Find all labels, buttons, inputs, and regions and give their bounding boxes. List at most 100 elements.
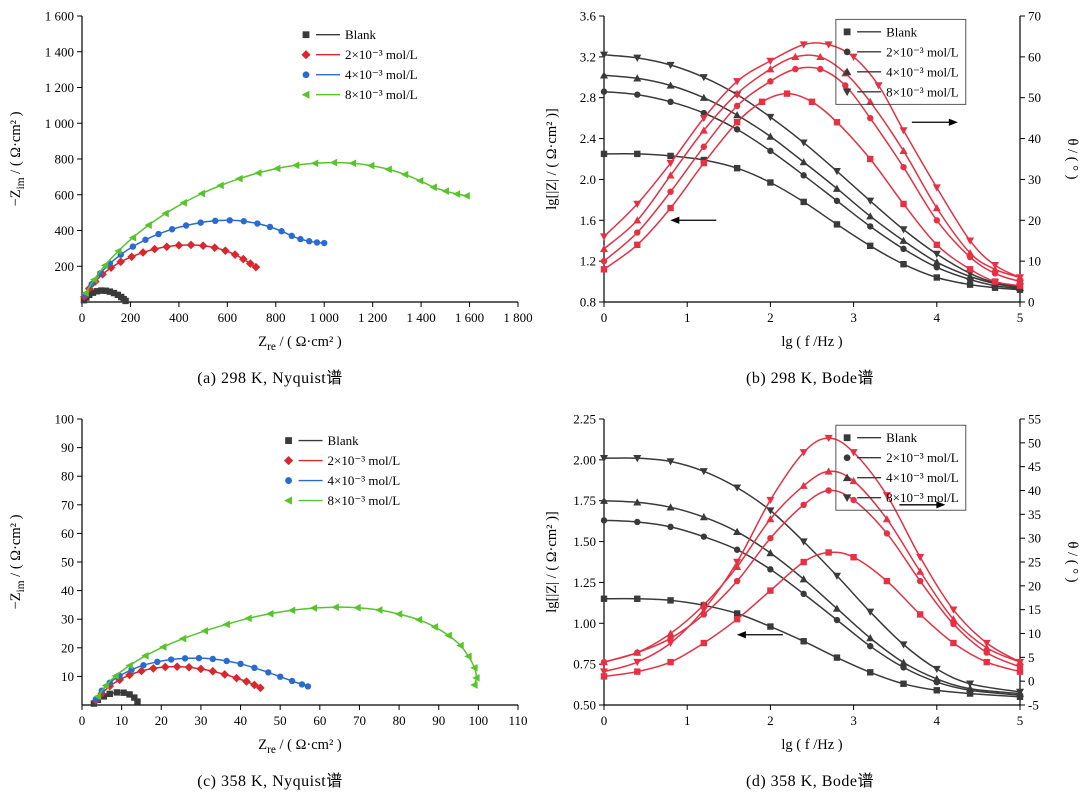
- bode-358k-plot: 0 1 2 3 4 5lg ( f /Hz )0.500.751.001.251.501.…: [544, 412, 1080, 754]
- circle-marker: [285, 477, 292, 484]
- svg-text:1: 1: [684, 713, 691, 728]
- square-marker: [114, 291, 122, 299]
- legend-label: 8×10⁻³ mol/L: [886, 490, 959, 505]
- square-marker: [122, 297, 129, 305]
- triangle-left-marker: [470, 663, 478, 672]
- triangle-down-marker: [666, 458, 675, 466]
- triangle-down-marker: [733, 78, 742, 86]
- circle-marker: [251, 664, 258, 672]
- square-marker: [634, 150, 641, 158]
- square-marker: [933, 241, 940, 248]
- svg-text:1 600: 1 600: [455, 310, 484, 325]
- triangle-down-marker: [766, 57, 775, 65]
- svg-text:60: 60: [1028, 49, 1041, 64]
- svg-text:60: 60: [313, 713, 326, 728]
- svg-text:0: 0: [1028, 295, 1035, 310]
- square-marker: [93, 288, 101, 295]
- svg-text:θ / ( ° ): θ / ( ° ): [1064, 542, 1080, 583]
- diamond-marker: [239, 254, 248, 264]
- circle-marker: [733, 126, 741, 133]
- circle-marker: [700, 611, 708, 618]
- triangle-left-marker: [301, 90, 310, 99]
- triangle-down-marker: [874, 82, 883, 90]
- circle-marker: [867, 223, 874, 230]
- triangle-down-marker: [991, 262, 1000, 270]
- circle-marker: [288, 677, 296, 685]
- legend-label: Blank: [886, 430, 918, 445]
- square-marker: [966, 690, 974, 697]
- square-marker: [733, 616, 741, 623]
- triangle-down-marker: [766, 496, 775, 505]
- svg-text:200: 200: [121, 310, 141, 325]
- diamond-marker: [150, 244, 159, 254]
- svg-text:1.00: 1.00: [573, 616, 596, 631]
- circle-marker: [168, 226, 176, 233]
- square-marker: [98, 287, 105, 294]
- triangle-down-marker: [832, 572, 841, 580]
- svg-text:30: 30: [1028, 172, 1041, 187]
- square-marker: [825, 549, 832, 556]
- circle-marker: [733, 577, 741, 585]
- diamond-marker: [162, 242, 172, 252]
- legend-label: 8×10⁻³ mol/L: [328, 493, 401, 508]
- square-marker: [634, 241, 641, 248]
- svg-text:3.6: 3.6: [580, 9, 597, 24]
- circle-marker: [733, 546, 741, 553]
- svg-text:40: 40: [1028, 483, 1041, 498]
- circle-marker: [700, 109, 708, 117]
- diamond-marker: [186, 240, 196, 250]
- triangle-up-marker: [799, 158, 808, 166]
- circle-marker: [867, 114, 874, 122]
- square-marker: [1016, 668, 1024, 675]
- triangle-up-marker: [600, 496, 608, 504]
- square-marker: [285, 437, 292, 444]
- triangle-down-marker: [799, 449, 808, 457]
- triangle-down-marker: [600, 455, 608, 463]
- triangle-up-marker: [932, 674, 941, 683]
- legend-label: 2×10⁻³ mol/L: [886, 44, 959, 59]
- svg-text:10: 10: [61, 669, 74, 684]
- triangle-left-marker: [159, 643, 167, 651]
- triangle-up-marker: [982, 643, 991, 651]
- triangle-down-marker: [824, 434, 833, 443]
- circle-marker: [833, 616, 841, 624]
- series-b-4: [600, 90, 1024, 289]
- square-marker: [733, 119, 741, 126]
- triangle-down-marker: [666, 61, 675, 70]
- square-marker: [767, 587, 774, 594]
- series-d-4: [600, 549, 1024, 680]
- caption-a: (a) 298 K, Nyquist谱: [197, 370, 343, 387]
- triangle-left-marker: [441, 187, 450, 196]
- svg-text:50: 50: [1028, 90, 1041, 105]
- triangle-left-marker: [89, 275, 98, 284]
- triangle-up-marker: [832, 604, 841, 612]
- panel-d: 0 1 2 3 4 5 lg ( f /Hz ) 0.50 0.75 1.00 1.25 1.50 1.…: [540, 403, 1080, 807]
- square-marker: [600, 673, 608, 680]
- svg-text:2.0: 2.0: [580, 172, 596, 187]
- circle-marker: [733, 102, 741, 110]
- square-marker: [833, 654, 841, 661]
- svg-text:70: 70: [1028, 9, 1041, 24]
- caption-c: (c) 358 K, Nyquist谱: [197, 773, 343, 790]
- triangle-left-marker: [244, 614, 252, 623]
- y-right-axis: -5 0 5 10 15 20 25 30 35 40 45 50 55 θ / ( ° ): [1020, 412, 1080, 713]
- triangle-up-marker: [824, 467, 833, 475]
- diamond-marker: [160, 662, 170, 672]
- circle-marker: [276, 673, 284, 680]
- svg-text:1 000: 1 000: [310, 310, 339, 325]
- triangle-up-marker: [932, 258, 941, 266]
- circle-marker: [278, 228, 285, 235]
- circle-marker: [181, 655, 189, 662]
- svg-text:1 600: 1 600: [45, 9, 74, 24]
- svg-text:10: 10: [1028, 626, 1041, 641]
- triangle-down-marker: [882, 492, 891, 500]
- series-a-3: [81, 158, 470, 297]
- triangle-left-marker: [287, 606, 296, 615]
- circle-marker: [266, 223, 274, 231]
- square-marker: [667, 152, 674, 160]
- circle-marker: [195, 654, 203, 662]
- diamond-marker: [208, 666, 218, 676]
- square-marker: [758, 98, 766, 105]
- diamond-marker: [149, 664, 158, 673]
- circle-marker: [197, 219, 204, 226]
